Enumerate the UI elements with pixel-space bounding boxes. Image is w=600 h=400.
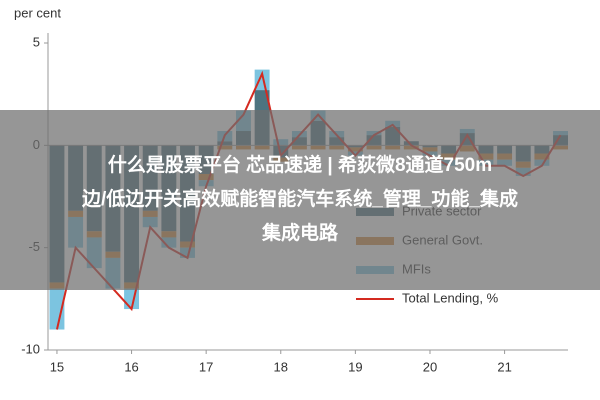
x-tick-label: 20 — [423, 359, 437, 374]
x-tick-label: 17 — [199, 359, 213, 374]
y-tick-label: -10 — [21, 341, 40, 356]
bar — [49, 288, 65, 330]
banner-text: 集成电路 — [261, 223, 338, 244]
y-axis-label: per cent — [14, 5, 61, 20]
y-tick-label: 5 — [33, 34, 40, 49]
legend-label: Total Lending, % — [402, 290, 499, 305]
x-tick-label: 16 — [124, 359, 138, 374]
x-tick-label: 19 — [348, 359, 362, 374]
x-tick-label: 18 — [274, 359, 288, 374]
bar — [254, 69, 270, 91]
x-tick-label: 21 — [497, 359, 511, 374]
overlay-banner: 什么是股票平台 芯品速递 | 希荻微8通道750m 边/低边开关高效赋能智能汽车… — [0, 110, 600, 290]
banner-text: 什么是股票平台 芯品速递 | 希荻微8通道750m — [107, 155, 493, 176]
banner-text: 边/低边开关高效赋能智能汽车系统_管理_功能_集成 — [82, 189, 518, 210]
x-tick-label: 15 — [50, 359, 64, 374]
